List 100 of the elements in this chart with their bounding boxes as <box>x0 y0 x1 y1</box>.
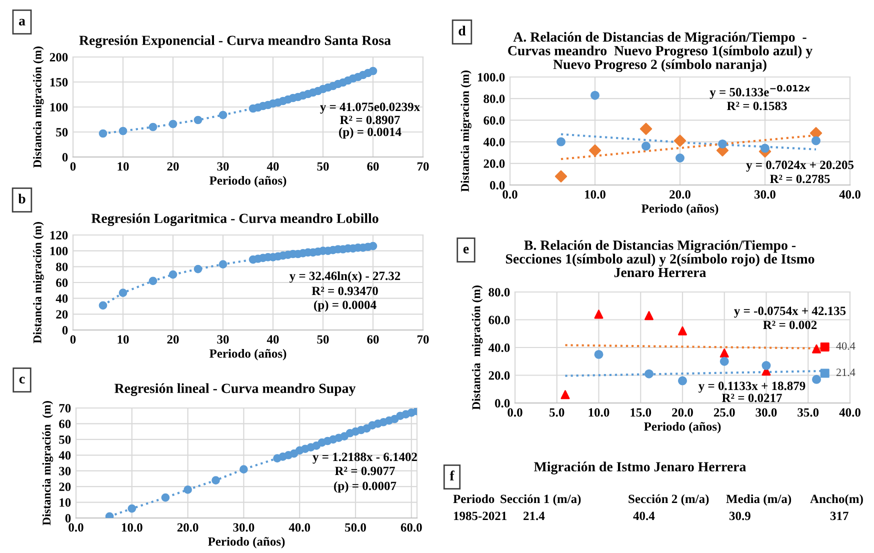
x-tick-label: 40.0 <box>288 523 310 532</box>
annotation: y = 41.075e0.0239x <box>320 102 420 114</box>
text: Media (m/a) <box>726 494 792 506</box>
y-axis-title: Distancia migración (m) <box>33 46 44 168</box>
y-tick-label: 50 <box>56 128 68 136</box>
annotation: R² = 0.8907 <box>340 116 400 124</box>
annotation: y = 0.1133x + 18.879 <box>698 382 806 393</box>
text: f <box>450 470 454 480</box>
y-tick-label: 100 <box>50 246 68 256</box>
annotation: (p) = 0.0007 <box>334 481 396 493</box>
x-tick-label: 20.0 <box>177 523 198 532</box>
x-tick-label: 15.0 <box>630 408 652 417</box>
x-tick-label: 10 <box>118 335 129 344</box>
x-tick-label: 50 <box>317 162 329 171</box>
y-tick-label: 200 <box>50 53 68 62</box>
annotation: R² = 0.0217 <box>722 394 782 402</box>
y-tick-label: 20 <box>56 310 68 319</box>
annotation: R² = 0.1583 <box>726 102 787 110</box>
text: e <box>463 246 469 254</box>
x-axis-title: Periodo (años) <box>210 348 286 360</box>
text: Sección 2 (m/a) <box>628 494 709 506</box>
annotation: y = -0.0754x + 42.135 <box>734 306 846 318</box>
y-tick-label: 0.0 <box>494 399 510 408</box>
chart-title: A. Relación de Distancias de Migración/Tiempo - Curvas meandro Nuevo Progreso 1(símbolo azul) y Nuevo Progreso 2 (símbolo naranja) <box>508 32 812 72</box>
y-tick-label: 60.0 <box>484 116 505 125</box>
y-tick-label: 150 <box>50 78 68 86</box>
x-tick-label: 60 <box>367 162 379 171</box>
data-label: 40.4 <box>836 342 856 350</box>
y-tick-label: 100.0 <box>478 73 505 82</box>
x-tick-label: 10.0 <box>122 523 142 532</box>
x-tick-label: 30.0 <box>233 523 254 532</box>
x-tick-label: 40 <box>266 162 279 171</box>
chart-title: Regresión Exponencial - Curva meandro Santa Rosa <box>79 35 391 48</box>
x-tick-label: 0.0 <box>502 190 518 199</box>
x-tick-label: 25.0 <box>714 408 735 417</box>
y-tick-label: 40 <box>58 451 71 460</box>
y-tick-label: 40 <box>56 294 68 303</box>
x-tick-label: 20 <box>167 162 179 171</box>
annotation: y = 0.7024x + 20.205 <box>746 160 854 172</box>
x-tick-label: 40 <box>266 335 279 344</box>
y-tick-label: 0 <box>65 514 71 522</box>
y-tick-label: 0.0 <box>490 181 505 190</box>
y-axis-title: Distancia migracion (m) <box>460 70 472 192</box>
y-tick-label: 50 <box>59 435 71 444</box>
x-tick-label: 10.0 <box>588 408 610 417</box>
text: Sección 1 (m/a) <box>500 494 581 506</box>
y-axis-title: Distancia migración (m) <box>472 286 483 410</box>
x-axis-title: Periodo (años) <box>644 422 721 434</box>
text: 317 <box>830 512 848 520</box>
text: 1985-2021 <box>454 512 507 520</box>
x-tick-label: 10.0 <box>585 190 606 199</box>
y-tick-label: 30 <box>59 466 71 476</box>
annotation: R² = 0.002 <box>763 320 817 330</box>
text: b <box>18 194 26 204</box>
x-tick-label: 20.0 <box>672 408 693 417</box>
y-tick-label: 20 <box>59 482 71 492</box>
x-tick-label: 30.0 <box>756 408 777 417</box>
data-label: 21.4 <box>836 368 856 376</box>
y-tick-label: 10 <box>60 498 71 507</box>
x-tick-label: 70 <box>417 335 429 344</box>
y-tick-label: 60.0 <box>488 316 510 324</box>
x-tick-label: 30 <box>217 162 229 171</box>
x-axis-title: Periodo (años) <box>208 536 285 548</box>
x-tick-label: 20.0 <box>670 190 690 199</box>
y-tick-label: 80.0 <box>484 94 505 104</box>
text: a <box>18 18 26 26</box>
annotation: y = 1.2188x - 6.1402 <box>312 452 417 464</box>
annotation: R² = 0.9077 <box>334 466 395 476</box>
x-tick-label: 40.0 <box>839 408 860 417</box>
y-tick-label: 0 <box>62 153 68 162</box>
x-axis-title: Periodo (años) <box>210 176 286 188</box>
x-tick-label: 30 <box>217 335 229 344</box>
y-tick-label: 40.0 <box>483 138 505 146</box>
chart-title: B. Relación de Distancias Migración/Tiempo - Secciones 1(símbolo azul) y 2(símbolo rojo) de Itsmo Jenaro Herrera <box>506 240 814 278</box>
x-tick-label: 0.0 <box>68 523 84 532</box>
y-tick-label: 0 <box>62 326 68 334</box>
text: 21.4 <box>524 512 545 520</box>
x-tick-label: 0.0 <box>508 408 522 417</box>
x-tick-label: 60 <box>367 335 379 344</box>
annotation: R² = 0.93470 <box>312 286 378 296</box>
y-axis-title: Distancia migración (m) <box>33 222 44 344</box>
x-tick-label: 50 <box>317 335 329 344</box>
x-tick-label: 60.0 <box>400 523 422 532</box>
y-tick-label: 80 <box>56 262 68 272</box>
x-tick-label: 20 <box>167 335 179 344</box>
text: c <box>19 376 25 384</box>
annotation: R² = 0.2785 <box>770 174 830 184</box>
text: 40.4 <box>633 512 655 520</box>
x-tick-label: 5.0 <box>550 408 564 417</box>
annotation: (p) = 0.0004 <box>314 300 376 312</box>
text: Migración de Istmo Jenaro Herrera <box>534 462 746 474</box>
y-tick-label: 40.0 <box>488 344 510 352</box>
x-tick-label: 35.0 <box>798 408 819 417</box>
annotation: y = 32.46ln(x) - 27.32 <box>289 271 400 283</box>
y-axis-title: Distancia migración (m) <box>42 401 54 526</box>
chart-title: Regresión lineal - Curva meandro Supay <box>114 383 356 396</box>
annotation: y = 50.133e$^{−0.012x}$ <box>710 84 810 99</box>
y-tick-label: 100 <box>50 103 68 112</box>
text: Periodo <box>453 494 494 504</box>
y-tick-label: 20.0 <box>488 371 510 380</box>
